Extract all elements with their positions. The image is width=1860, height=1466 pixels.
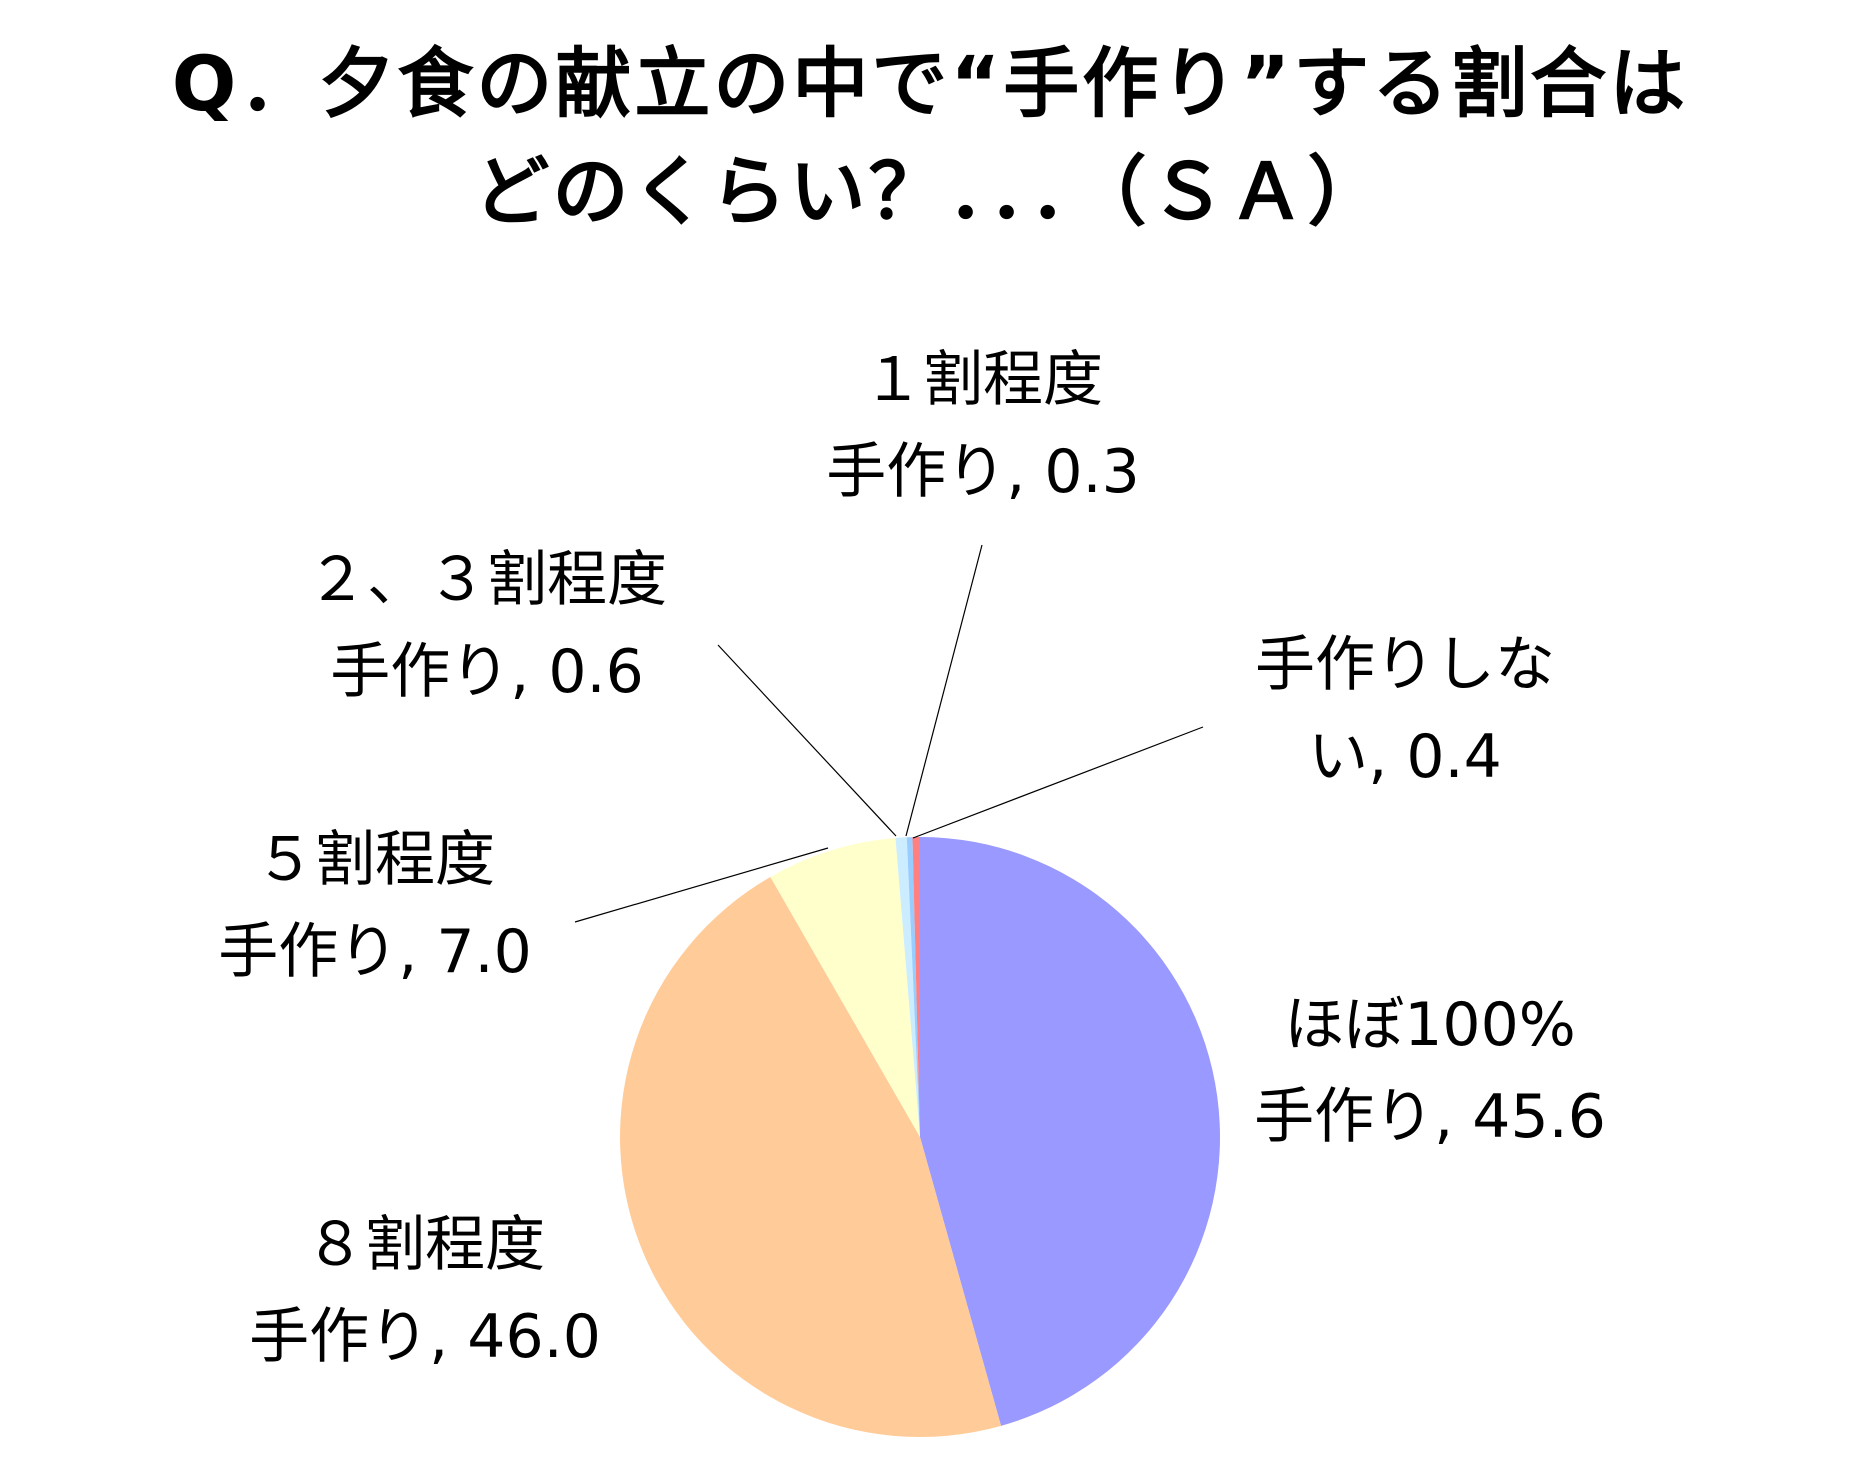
slice-category-label: ２、３割程度 xyxy=(307,545,667,615)
leader-line xyxy=(905,544,983,837)
slice-category-label: ８割程度 xyxy=(305,1210,545,1280)
pie-slice xyxy=(906,837,920,1137)
pie-slice xyxy=(770,838,920,1137)
leader-line xyxy=(912,726,1204,839)
slice-data-label: ほぼ100% 手作り, 45.6 xyxy=(1254,990,1606,1152)
slice-data-label: １割程度手作り, 0.3 xyxy=(826,345,1140,507)
slice-data-label: ８割程度手作り, 46.0 xyxy=(249,1210,601,1372)
slice-data-label: 手作りしない, 0.4 xyxy=(1255,630,1555,792)
slice-category-label: １割程度 xyxy=(863,345,1103,415)
slice-value-label: 手作り, 0.3 xyxy=(826,437,1140,507)
pie-slice xyxy=(912,837,920,1137)
slice-category-label: ５割程度 xyxy=(255,825,495,895)
slice-value-label: 手作り, 45.6 xyxy=(1254,1082,1606,1152)
leader-line xyxy=(574,847,829,923)
pie-slice xyxy=(920,837,1220,1426)
slice-category-label: ほぼ100% xyxy=(1284,990,1576,1060)
slice-value-label: 手作り, 7.0 xyxy=(218,917,532,987)
pie-slice xyxy=(620,876,1002,1437)
slice-value-label: い, 0.4 xyxy=(1308,722,1502,792)
pie-slice xyxy=(895,837,920,1137)
leader-line xyxy=(717,644,897,837)
slice-value-label: 手作り, 46.0 xyxy=(249,1302,601,1372)
chart-title: Q．夕食の献立の中で“手作り”する割合は どのくらい？．．．（ＳＡ） xyxy=(171,39,1689,236)
slice-value-label: 手作り, 0.6 xyxy=(330,637,644,707)
slice-data-label: ５割程度手作り, 7.0 xyxy=(218,825,532,987)
slice-data-label: ２、３割程度手作り, 0.6 xyxy=(307,545,667,707)
slice-category-label: 手作りしな xyxy=(1255,630,1555,700)
